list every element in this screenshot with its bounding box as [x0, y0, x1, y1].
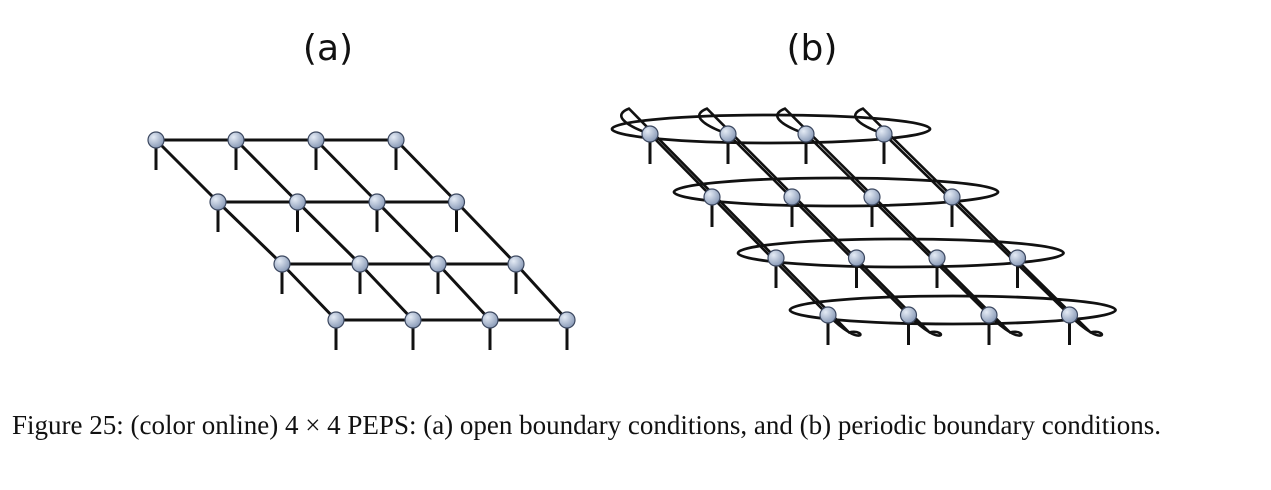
open-tensor-node [447, 193, 466, 211]
periodic-row-ring-bond [736, 237, 1065, 269]
open-vertical-bond [154, 138, 220, 204]
periodic-tensor-node [767, 249, 785, 267]
open-vertical-bond [358, 262, 415, 322]
periodic-tensor-node [1008, 249, 1027, 267]
figure-caption: Figure 25: (color online) 4 × 4 PEPS: (a… [12, 410, 1162, 440]
open-vertical-bond [216, 200, 284, 266]
periodic-tensor-node [719, 125, 737, 143]
periodic-row-ring-bond [672, 176, 1000, 208]
periodic-column-loop-bond [698, 107, 943, 337]
open-vertical-bond [280, 262, 338, 322]
periodic-tensor-node [863, 188, 881, 206]
open-tensor-node [404, 311, 422, 329]
open-tensor-node [558, 311, 576, 329]
periodic-row-ring-bond [788, 294, 1117, 326]
open-tensor-node [507, 255, 525, 273]
open-boundary-peps-diagram [147, 131, 576, 350]
periodic-tensor-node [899, 306, 918, 324]
open-vertical-bond [455, 200, 518, 266]
open-tensor-node [429, 255, 447, 273]
open-tensor-node [481, 311, 499, 329]
open-vertical-bond [394, 138, 458, 204]
open-vertical-bond [296, 200, 362, 266]
open-tensor-node [351, 255, 369, 273]
open-tensor-node [307, 131, 325, 149]
periodic-boundary-peps-diagram [610, 107, 1117, 345]
open-tensor-node [273, 255, 291, 273]
open-tensor-node [288, 193, 307, 211]
periodic-tensor-node [928, 249, 946, 267]
open-vertical-bond [436, 262, 492, 322]
periodic-column-loop-bond [854, 107, 1104, 337]
periodic-tensor-node [641, 125, 659, 143]
open-tensor-node [387, 131, 405, 149]
periodic-tensor-node [1060, 306, 1079, 324]
periodic-tensor-node [783, 188, 801, 206]
periodic-tensor-node [819, 306, 837, 324]
periodic-tensor-node [980, 306, 998, 324]
panel-b-label: (b) [787, 28, 838, 69]
periodic-column-loop-bond [776, 107, 1023, 337]
open-tensor-node [147, 131, 165, 149]
open-vertical-bond [375, 200, 440, 266]
open-vertical-bond [314, 138, 379, 204]
periodic-row-ring-bond [610, 113, 932, 145]
peps-figure: (a) (b) [147, 28, 1117, 350]
periodic-tensor-node [943, 188, 961, 206]
panel-a-label: (a) [303, 28, 353, 69]
periodic-tensor-node [875, 125, 893, 143]
periodic-tensor-node [847, 249, 866, 267]
open-tensor-node [209, 193, 227, 211]
periodic-tensor-node [797, 125, 815, 143]
open-tensor-node [227, 131, 245, 149]
open-vertical-bond [234, 138, 299, 204]
open-tensor-node [368, 193, 386, 211]
open-vertical-bond [514, 262, 569, 322]
periodic-tensor-node [703, 188, 721, 206]
open-tensor-node [327, 311, 345, 329]
